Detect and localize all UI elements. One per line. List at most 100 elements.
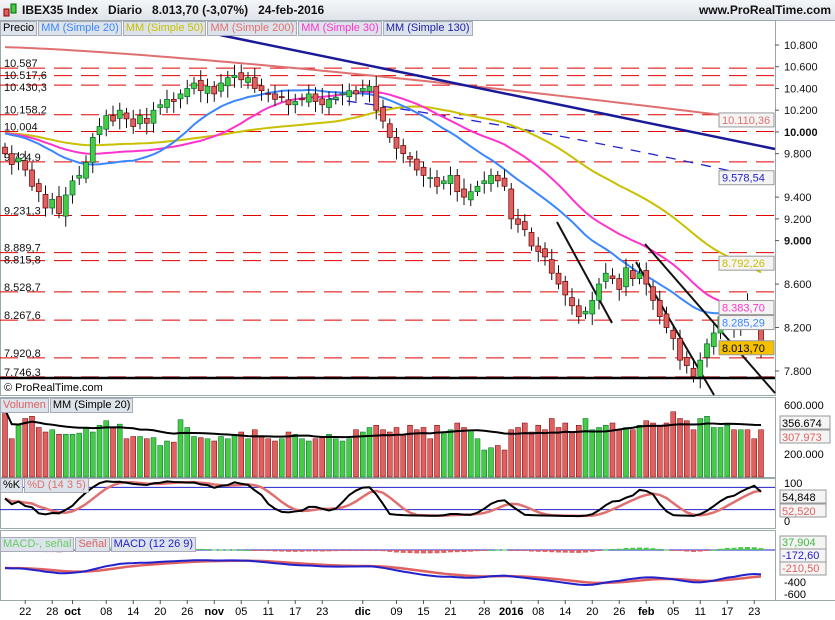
candle[interactable] [596, 277, 602, 310]
candle[interactable] [353, 85, 359, 102]
candle[interactable] [292, 93, 299, 114]
candle[interactable] [150, 102, 157, 133]
candle[interactable] [285, 89, 292, 116]
candle[interactable] [76, 165, 83, 185]
volume-bar[interactable] [454, 422, 460, 478]
volume-bar[interactable] [366, 427, 373, 478]
volume-bar[interactable] [292, 434, 298, 478]
macd-line[interactable] [4, 559, 762, 587]
candle[interactable] [339, 84, 346, 106]
volume-bar[interactable] [204, 438, 211, 478]
candle[interactable] [332, 91, 339, 105]
volume-bar[interactable] [15, 425, 22, 478]
volume-bar[interactable] [265, 438, 271, 478]
candle[interactable] [373, 75, 380, 120]
volume-bar[interactable] [562, 422, 568, 478]
candle[interactable] [83, 155, 89, 184]
volume-bar[interactable] [414, 429, 420, 478]
candle[interactable] [305, 84, 312, 107]
candle[interactable] [265, 88, 272, 103]
candle[interactable] [89, 132, 96, 174]
legend-item[interactable]: %K [0, 478, 24, 493]
candle[interactable] [224, 70, 231, 98]
candle[interactable] [299, 93, 305, 107]
volume-bar[interactable] [684, 420, 690, 478]
candle[interactable] [123, 107, 130, 129]
volume-bar[interactable] [117, 423, 123, 478]
candle[interactable] [15, 152, 22, 171]
volume-bar[interactable] [569, 431, 575, 478]
candle[interactable] [218, 73, 224, 98]
volume-bar[interactable] [306, 440, 312, 478]
volume-bar[interactable] [744, 429, 751, 478]
volume-bar[interactable] [231, 434, 238, 478]
volume-bar[interactable] [198, 437, 204, 478]
volume-bar[interactable] [285, 431, 292, 478]
candle[interactable] [609, 268, 616, 285]
candle[interactable] [8, 145, 15, 175]
stoch-d-line[interactable] [4, 480, 762, 518]
ma130-line[interactable] [328, 97, 762, 179]
volume-bar[interactable] [758, 429, 764, 478]
volume-bar[interactable] [407, 425, 413, 478]
candle[interactable] [704, 338, 710, 368]
volume-bar[interactable] [123, 438, 130, 478]
candle[interactable] [413, 150, 420, 176]
volume-bar[interactable] [279, 438, 285, 478]
volume-bar[interactable] [623, 427, 629, 478]
volume-bar[interactable] [177, 419, 184, 478]
volume-bar[interactable] [218, 436, 224, 478]
volume-bar[interactable] [663, 422, 670, 478]
volume-bar[interactable] [481, 449, 487, 478]
channel-line[interactable] [644, 243, 776, 394]
candle[interactable] [278, 90, 285, 102]
volume-bar[interactable] [495, 445, 501, 478]
volume-bar[interactable] [171, 441, 177, 478]
candle[interactable] [481, 171, 488, 194]
candle[interactable] [616, 273, 623, 301]
legend-item[interactable]: MM (Simple 200) [207, 21, 298, 36]
candle[interactable] [562, 275, 569, 306]
volume-bar[interactable] [657, 425, 663, 478]
volume-bar[interactable] [258, 436, 265, 478]
volume-bar[interactable] [738, 429, 744, 478]
volume-bar[interactable] [724, 425, 730, 478]
candle[interactable] [22, 150, 29, 177]
candle[interactable] [589, 291, 596, 325]
candle[interactable] [508, 183, 515, 230]
volume-bar[interactable] [468, 429, 474, 478]
volume-bar[interactable] [697, 418, 703, 478]
volume-bar[interactable] [420, 427, 427, 478]
volume-bar[interactable] [515, 427, 521, 478]
candle[interactable] [569, 288, 575, 315]
candle[interactable] [555, 265, 562, 290]
volume-bar[interactable] [711, 427, 717, 478]
legend-item[interactable]: MM (Simple 20) [49, 398, 134, 413]
candle[interactable] [96, 118, 103, 144]
legend-item[interactable]: Volumen [0, 398, 49, 413]
candle[interactable] [62, 187, 69, 227]
volume-bar[interactable] [542, 429, 548, 478]
candle[interactable] [116, 102, 123, 130]
candle[interactable] [602, 263, 609, 289]
volume-bar[interactable] [9, 438, 15, 478]
volume-bar[interactable] [731, 429, 737, 478]
volume-bar[interactable] [103, 420, 109, 478]
volume-bar[interactable] [677, 418, 683, 478]
candle[interactable] [663, 306, 670, 334]
candle[interactable] [548, 249, 555, 281]
volume-bar[interactable] [245, 438, 251, 478]
candle[interactable] [184, 79, 191, 105]
volume-bar[interactable] [157, 445, 163, 478]
macd-signal-line[interactable] [4, 559, 762, 585]
volume-bar[interactable] [589, 429, 595, 478]
volume-bar[interactable] [501, 449, 508, 478]
volume-bar[interactable] [603, 425, 609, 478]
volume-bar[interactable] [616, 429, 622, 478]
legend-item[interactable]: MACD-, señal [0, 537, 75, 552]
volume-bar[interactable] [191, 436, 197, 478]
candle[interactable] [110, 105, 116, 127]
legend-item[interactable]: %D (14 3 5) [24, 478, 89, 493]
volume-ma-line[interactable] [4, 409, 762, 439]
